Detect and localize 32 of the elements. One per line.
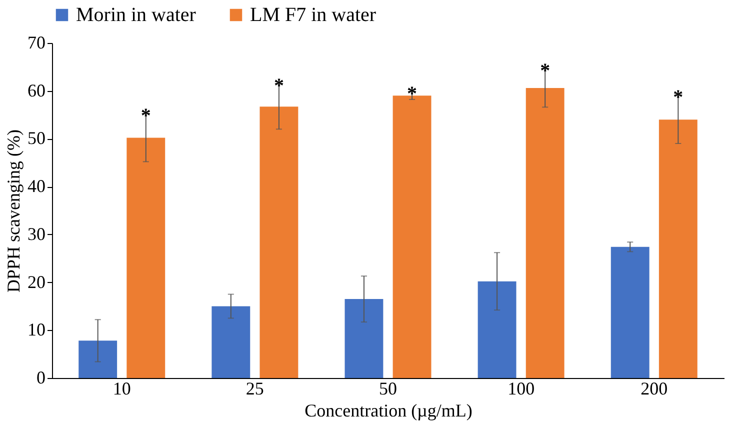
y-tick-label: 70 [28, 32, 46, 52]
x-tick-label: 25 [246, 378, 264, 398]
annotation: * [673, 86, 684, 109]
y-tick-label: 40 [28, 176, 46, 196]
x-tick-label: 50 [379, 378, 397, 398]
bar [78, 340, 118, 378]
y-tick-label: 60 [28, 80, 46, 100]
y-tick-label: 20 [28, 272, 46, 292]
bar [610, 246, 650, 378]
annotation: * [540, 60, 550, 82]
annotation: * [407, 82, 418, 105]
bar [126, 138, 166, 378]
bar [478, 281, 516, 378]
bar [526, 88, 564, 378]
bar [260, 106, 298, 378]
annotation: * [140, 104, 151, 127]
annotation: * [274, 75, 284, 98]
y-tick-label: 30 [28, 224, 46, 244]
y-tick-label: 10 [28, 320, 46, 340]
y-tick-label: 0 [36, 368, 46, 388]
legend-label: LM F7 in water [250, 4, 376, 26]
x-tick-label: 100 [508, 378, 535, 398]
x-tick-label: 10 [112, 378, 131, 398]
bar [344, 299, 384, 378]
x-axis-title: Concentration (µg/mL) [304, 400, 472, 420]
bar [392, 96, 432, 378]
y-tick-label: 50 [28, 128, 46, 148]
bar [212, 306, 250, 378]
x-tick-label: 200 [640, 378, 668, 398]
y-axis-title: DPPH scavenging (%) [4, 130, 24, 292]
bar [658, 120, 698, 378]
legend-label: Morin in water [76, 4, 196, 26]
